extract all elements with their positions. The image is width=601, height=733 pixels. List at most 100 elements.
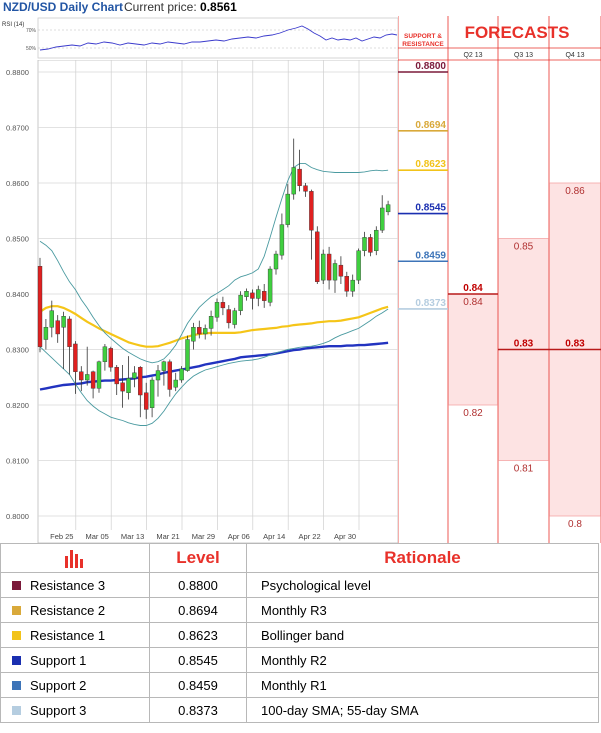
swatch-support-1 — [12, 656, 21, 666]
candle-down — [226, 309, 232, 324]
row-rationale: Monthly R2 — [246, 647, 599, 673]
candle-down — [143, 392, 149, 410]
candle-up — [279, 224, 285, 256]
forecast-value: 0.85 — [514, 242, 534, 253]
current-price-label: Current price: — [124, 0, 197, 14]
candle-down — [368, 237, 373, 253]
candle-up — [321, 253, 326, 281]
candle-up — [244, 291, 249, 297]
bollinger_lower-line — [39, 308, 389, 426]
candle-down — [338, 264, 344, 277]
row-level: 0.8623 — [149, 622, 247, 648]
row-name-cell: Resistance 1 — [0, 622, 150, 648]
forecast-median: 0.83 — [514, 339, 534, 350]
row-rationale: Psychological level — [246, 572, 599, 598]
x-tick-label: Apr 30 — [334, 532, 356, 541]
candle-up — [385, 204, 391, 213]
candle-down — [67, 318, 72, 347]
candle-up — [285, 193, 290, 225]
candle-down — [303, 185, 308, 192]
candle-down — [90, 371, 96, 389]
candle-down — [79, 371, 84, 381]
candle-down — [344, 276, 349, 292]
candle-up — [238, 294, 243, 311]
candle-up — [49, 310, 54, 328]
swatch-resistance-3 — [12, 581, 21, 591]
candle-down — [37, 266, 43, 347]
x-tick-label: Feb 25 — [50, 532, 73, 541]
swatch-resistance-1 — [12, 631, 21, 641]
table-row: Resistance 1 0.8623 Bollinger band — [0, 622, 599, 648]
swatch-resistance-2 — [12, 606, 21, 616]
candle-down — [220, 302, 226, 309]
sr-label-support3: 0.8373 — [415, 298, 446, 309]
table-header-icon-cell — [0, 543, 150, 573]
candle-up — [356, 250, 361, 281]
row-rationale: Monthly R1 — [246, 672, 599, 698]
sma100-line — [39, 305, 389, 348]
candle-up — [208, 316, 214, 329]
forecast-panel: 0.8800 0.8694 0.8623 0.8545 0.8459 0.8373 SUP… — [398, 16, 601, 543]
candle-up — [214, 302, 220, 318]
forecast-value: 0.8 — [568, 519, 582, 530]
quarter-label: Q2 13 — [463, 52, 482, 59]
row-rationale: Monthly R3 — [246, 597, 599, 623]
forecast-value: 0.82 — [463, 408, 483, 419]
candle-down — [73, 343, 78, 372]
quarter-label: Q3 13 — [514, 52, 533, 59]
rsi-70-label: 70% — [26, 28, 37, 34]
table-row: Resistance 3 0.8800 Psychological level — [0, 572, 599, 598]
forecasts-title: FORECASTS — [465, 23, 570, 42]
sr-label-support2: 0.8459 — [415, 250, 446, 261]
candle-up — [102, 346, 108, 362]
chart-header: NZD/USD Daily Chart Current price: 0.856… — [0, 0, 400, 16]
row-name: Support 1 — [30, 653, 87, 669]
row-name: Resistance 3 — [30, 578, 106, 594]
row-name-cell: Support 1 — [0, 647, 150, 673]
rsi-frame — [37, 17, 399, 59]
candle-up — [362, 237, 367, 251]
candle-down — [55, 320, 60, 335]
swatch-support-3 — [12, 706, 21, 716]
candle-up — [149, 379, 155, 408]
rsi-label: RSI (14) — [2, 22, 24, 28]
x-tick-label: Apr 14 — [263, 532, 285, 541]
candlestick-chart: 0.8800 0.8700 0.8600 0.8500 0.8400 0.8300 0.82… — [6, 60, 399, 543]
candle-up — [374, 229, 379, 251]
table-header-level: Level — [149, 543, 247, 573]
current-price: Current price: 0.8561 — [124, 0, 237, 14]
row-name: Support 3 — [30, 703, 87, 719]
forecast-median: 0.84 — [463, 283, 483, 294]
row-rationale: Bollinger band — [246, 622, 599, 648]
row-name: Resistance 2 — [30, 603, 106, 619]
candle-down — [309, 191, 314, 231]
candle-up — [202, 328, 208, 335]
candle-up — [267, 268, 273, 303]
y-tick-label: 0.8200 — [6, 401, 29, 410]
candle-up — [132, 372, 137, 379]
quarter-label: Q4 13 — [565, 52, 584, 59]
row-level: 0.8459 — [149, 672, 247, 698]
candle-down — [315, 231, 320, 282]
candle-down — [167, 361, 173, 390]
candle-down — [326, 253, 332, 281]
candle-down — [250, 292, 255, 299]
row-level: 0.8373 — [149, 697, 247, 723]
y-tick-label: 0.8100 — [6, 457, 29, 466]
y-tick-label: 0.8600 — [6, 179, 29, 188]
y-tick-label: 0.8800 — [6, 68, 29, 77]
row-name-cell: Support 3 — [0, 697, 150, 723]
forecast-range — [448, 293, 498, 406]
y-tick-label: 0.8400 — [6, 290, 29, 299]
bar-chart-icon — [65, 550, 83, 568]
current-price-value: 0.8561 — [200, 0, 237, 14]
x-tick-label: Mar 13 — [121, 532, 144, 541]
row-name: Support 2 — [30, 678, 87, 694]
rsi-50-label: 50% — [26, 46, 37, 52]
candle-up — [273, 253, 279, 270]
candle-down — [108, 348, 114, 368]
row-name-cell: Support 2 — [0, 672, 150, 698]
forecast-value: 0.84 — [463, 297, 483, 308]
candle-up — [256, 289, 261, 299]
row-name-cell: Resistance 3 — [0, 572, 150, 598]
